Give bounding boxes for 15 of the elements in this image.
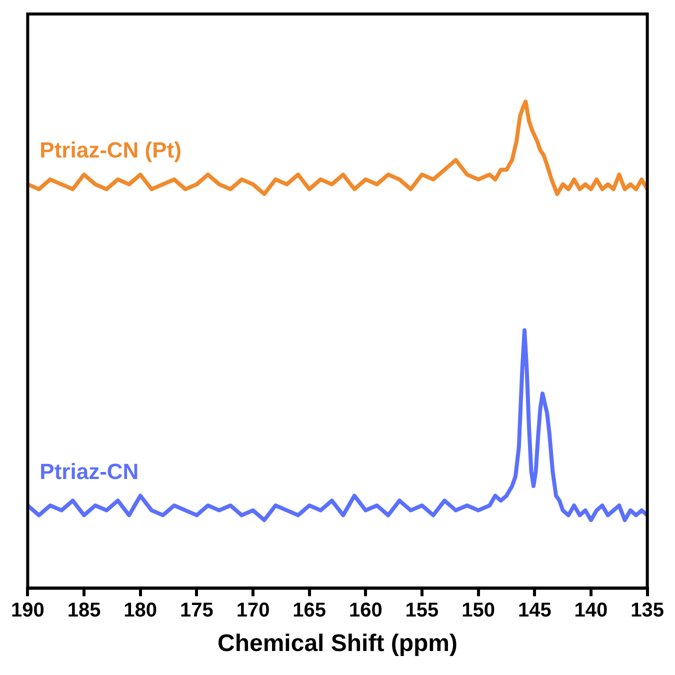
x-tick-label: 185 [67, 600, 101, 622]
x-tick-label: 150 [462, 600, 496, 622]
x-tick-label: 180 [124, 600, 158, 622]
x-axis-title: Chemical Shift (ppm) [217, 630, 458, 658]
x-tick-label: 170 [236, 600, 270, 622]
x-tick-label: 155 [405, 600, 439, 622]
x-tick-label: 140 [574, 600, 608, 622]
x-tick-label: 145 [518, 600, 552, 622]
series-label: Ptriaz-CN [40, 458, 139, 484]
series-label: Ptriaz-CN (Pt) [40, 138, 182, 163]
x-tick-label: 190 [10, 600, 44, 622]
x-tick-label: 135 [630, 600, 664, 622]
x-tick-label: 160 [348, 600, 382, 622]
x-tick-label: 165 [292, 600, 326, 622]
x-tick-label: 175 [180, 600, 214, 622]
